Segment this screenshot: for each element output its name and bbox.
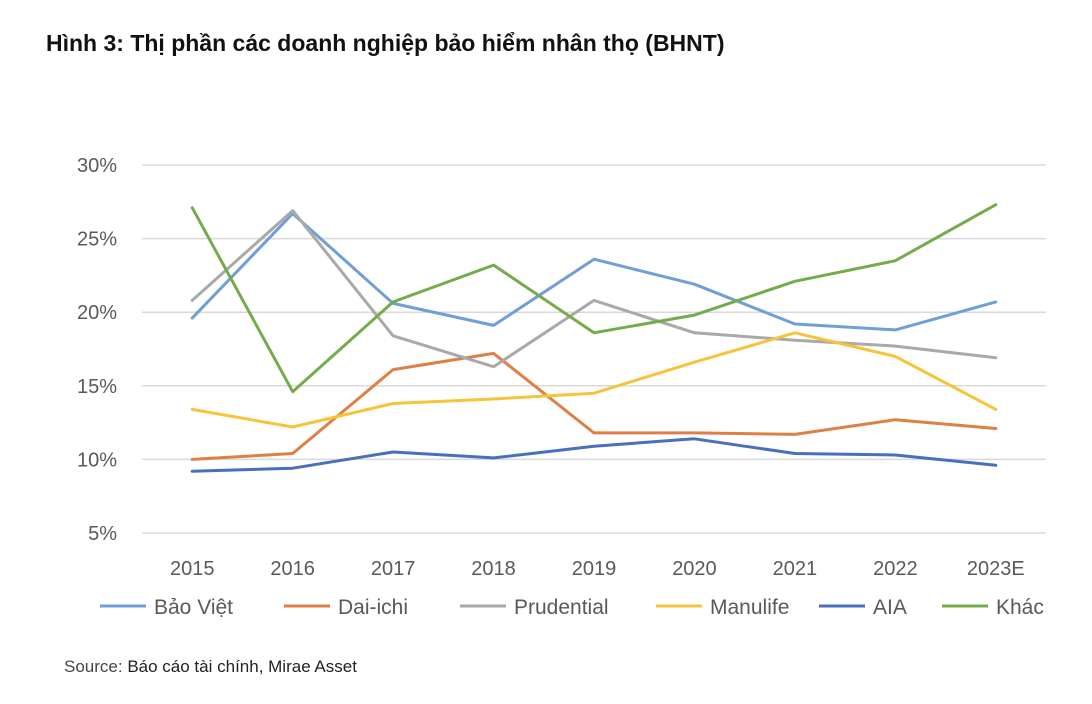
gridlines	[142, 164, 1046, 534]
x-tick-label: 2019	[572, 558, 617, 580]
x-axis-ticks: 2015 2016 2017 2018 2019 2020 2021 2022 2023E	[170, 558, 1025, 580]
series-line	[190, 351, 998, 461]
x-tick-label: 2021	[773, 558, 818, 580]
chart-title: Hình 3: Thị phần các doanh nghiệp bảo hi…	[46, 30, 725, 56]
x-tick-label: 2018	[471, 558, 516, 580]
y-tick-label: 5%	[88, 523, 117, 545]
legend-label: Bảo Việt	[154, 596, 233, 619]
source-text: Báo cáo tài chính, Mirae Asset	[127, 657, 357, 676]
series-line	[190, 212, 998, 332]
source-label: Source:	[64, 657, 123, 676]
x-tick-label: 2015	[170, 558, 215, 580]
legend-label: Dai-ichi	[338, 596, 408, 619]
y-tick-label: 30%	[77, 155, 117, 177]
x-tick-label: 2022	[873, 558, 918, 580]
y-tick-label: 15%	[77, 376, 117, 398]
x-tick-label: 2023E	[967, 558, 1025, 580]
y-tick-label: 10%	[77, 449, 117, 471]
y-axis-ticks: 5% 10% 15% 20% 25% 30%	[77, 155, 117, 545]
y-tick-label: 20%	[77, 302, 117, 324]
y-tick-label: 25%	[77, 229, 117, 251]
series-line	[190, 209, 998, 369]
series-line	[190, 331, 998, 429]
series-line	[190, 203, 998, 394]
x-tick-label: 2016	[270, 558, 315, 580]
legend-label: Prudential	[514, 596, 609, 619]
series-lines	[190, 203, 998, 473]
legend-label: AIA	[873, 596, 907, 619]
series-line	[190, 437, 998, 473]
legend-label: Khác	[996, 596, 1044, 619]
source-note: Source: Báo cáo tài chính, Mirae Asset	[64, 657, 357, 677]
x-tick-label: 2020	[672, 558, 717, 580]
x-tick-label: 2017	[371, 558, 416, 580]
legend-label: Manulife	[710, 596, 789, 619]
legend: Bảo Việt Dai-ichi Prudential Manulife AIA Khá…	[100, 596, 1044, 619]
